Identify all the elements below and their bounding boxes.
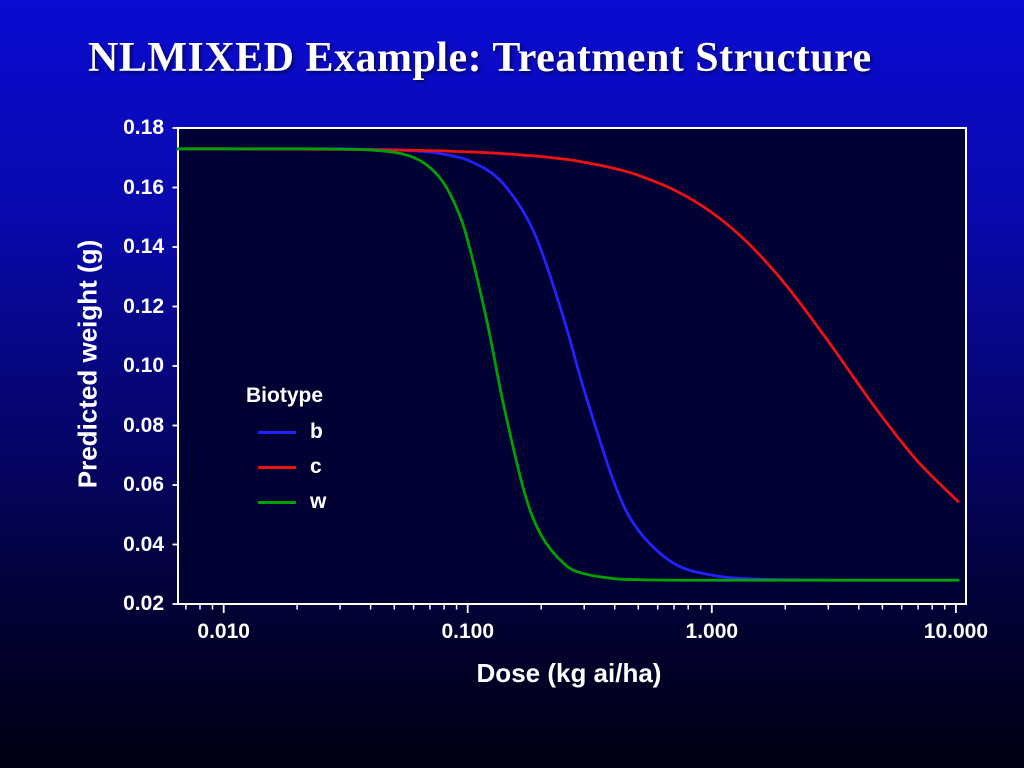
series-line-w [176,147,960,582]
x-axis-tick-labels: 0.010 0.100 1.000 10.000 [170,620,988,650]
y-tick-label: 0.02 [123,592,164,615]
slide-title: NLMIXED Example: Treatment Structure [88,35,872,81]
legend-line-swatch [258,465,296,469]
legend-item: c [258,456,326,478]
legend-line-swatch [258,500,296,504]
legend-item-label: b [310,420,323,443]
y-tick-label: 0.18 [123,116,164,139]
x-tick-label: 1.000 [685,620,739,643]
x-tick-label: 0.100 [441,620,495,643]
y-tick-label: 0.06 [123,473,164,496]
y-tick-label: 0.10 [123,354,164,377]
legend-item: w [258,491,326,513]
y-axis-tick-labels: 0.02 0.04 0.06 0.08 0.10 0.12 0.14 0.16 0.18 [96,116,168,626]
legend-item: b [258,421,326,443]
y-tick-label: 0.12 [123,294,164,318]
legend-title: Biotype [246,384,324,407]
x-tick-label: 0.010 [197,620,250,643]
legend-item-label: c [310,455,322,478]
y-tick-label: 0.14 [123,235,164,258]
plot-area [177,127,967,605]
y-tick-label: 0.04 [123,532,164,556]
plot-svg [172,127,967,613]
y-tick-label: 0.08 [123,413,164,437]
x-tick-label: 10.000 [923,620,988,643]
legend-line-swatch [258,430,296,434]
legend-item-label: w [310,490,327,513]
y-tick-label: 0.16 [123,175,164,199]
x-axis-title: Dose (kg ai/ha) [476,658,662,688]
